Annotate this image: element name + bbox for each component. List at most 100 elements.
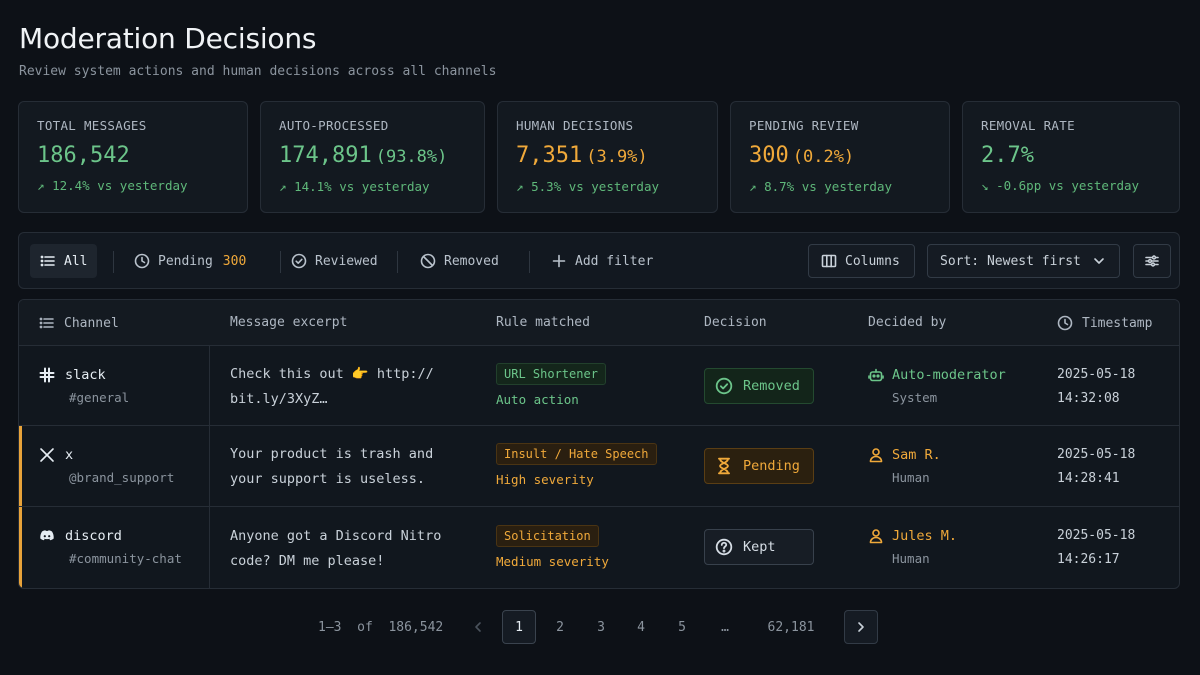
timestamp-cell: 2025-05-18 14:32:08 [1057, 367, 1136, 406]
filter-all[interactable]: All [30, 244, 98, 278]
decisions-table: Channel Message excerpt Rule matched Dec… [18, 299, 1180, 589]
stat-label: TOTAL MESSAGES [37, 118, 147, 133]
stat-card-removal-rate: REMOVAL RATE 2.7% ↘ -0.6pp vs yesterday [962, 101, 1180, 213]
page-title: Moderation Decisions [19, 22, 317, 55]
stat-delta: ↗ 8.7% vs yesterday [749, 179, 892, 194]
decided-by-sub: System [892, 390, 938, 405]
trend-up-icon: ↗ [516, 179, 524, 194]
stat-label: AUTO-PROCESSED [279, 118, 389, 133]
filter-pending[interactable]: Pending 300 [124, 244, 256, 278]
x-icon [40, 448, 54, 462]
clock-icon [1057, 315, 1073, 331]
sort-dropdown[interactable]: Sort: Newest first [927, 244, 1120, 278]
next-page-button[interactable] [844, 610, 878, 644]
stat-delta: ↗ 14.1% vs yesterday [279, 179, 430, 194]
filter-removed[interactable]: Removed [410, 244, 509, 278]
rule-sub: Medium severity [496, 554, 609, 569]
table-row[interactable]: discord #community-chat Anyone got a Dis… [19, 507, 1179, 588]
question-circle-icon [715, 538, 733, 556]
stat-delta: ↗ 12.4% vs yesterday [37, 178, 188, 193]
page-button-5[interactable]: 5 [678, 619, 686, 635]
message-excerpt: Check this out 👉 http:// bit.ly/3XyZ… [230, 366, 434, 407]
chevron-down-icon [1094, 258, 1104, 264]
trend-up-icon: ↗ [279, 179, 287, 194]
stat-value: 300 (0.2%) [749, 143, 855, 168]
page-button-1[interactable]: 1 [502, 610, 536, 644]
user-icon [869, 448, 883, 463]
filter-reviewed-label: Reviewed [315, 253, 378, 269]
clock-icon [134, 253, 150, 269]
decided-by-sub: Human [892, 551, 930, 566]
pagination-summary: 1–3 of 186,542 [318, 619, 444, 635]
column-header-decision[interactable]: Decision [704, 315, 767, 330]
chevron-left-icon [475, 622, 481, 632]
channel-name: x [65, 447, 74, 463]
discord-icon [40, 530, 54, 541]
decision-badge-removed[interactable]: Removed [704, 368, 814, 404]
page-subtitle: Review system actions and human decision… [19, 64, 497, 79]
message-excerpt: Anyone got a Discord Nitro code? DM me p… [230, 528, 442, 569]
channel-sub: #community-chat [69, 551, 182, 566]
stat-label: PENDING REVIEW [749, 118, 859, 133]
decided-by-name: Jules M. [892, 528, 958, 544]
pending-count-badge: 300 [222, 253, 247, 269]
filter-reviewed[interactable]: Reviewed [281, 244, 388, 278]
column-header-rule[interactable]: Rule matched [496, 315, 590, 330]
column-header-message[interactable]: Message excerpt [230, 315, 348, 330]
stats-row: TOTAL MESSAGES 186,542 ↗ 12.4% vs yester… [18, 101, 1180, 213]
robot-icon [868, 368, 884, 382]
stat-value: 7,351 (3.9%) [516, 143, 648, 168]
hourglass-icon [718, 457, 730, 475]
decided-by-name: Sam R. [892, 447, 941, 463]
page-button-3[interactable]: 3 [597, 619, 605, 635]
decision-badge-pending[interactable]: Pending [704, 448, 814, 484]
filter-all-label: All [64, 253, 88, 269]
pagination-ellipsis: … [721, 619, 729, 635]
ban-icon [420, 253, 436, 269]
plus-icon [552, 254, 566, 268]
columns-button[interactable]: Columns [808, 244, 915, 278]
message-excerpt: Your product is trash and your support i… [230, 446, 434, 487]
check-circle-icon [715, 377, 733, 395]
list-icon [39, 317, 54, 329]
table-header: Channel Message excerpt Rule matched Dec… [19, 300, 1179, 346]
page-button-2[interactable]: 2 [556, 619, 564, 635]
filter-pending-label: Pending [158, 253, 213, 269]
rule-tag: Insult / Hate Speech [496, 443, 657, 465]
sort-label: Sort: Newest first [940, 253, 1081, 269]
channel-sub: @brand_support [69, 470, 175, 485]
table-row[interactable]: x @brand_support Your product is trash a… [19, 426, 1179, 507]
rule-tag: Solicitation [496, 525, 599, 547]
prev-page-button[interactable] [461, 610, 495, 644]
decided-by-name: Auto-moderator [892, 367, 1006, 383]
list-icon [40, 255, 55, 267]
stat-label: HUMAN DECISIONS [516, 118, 634, 133]
stat-value: 2.7% [981, 143, 1034, 168]
decided-by-cell: Sam R. Human [868, 447, 941, 485]
rule-cell: Solicitation Medium severity [496, 525, 609, 569]
check-circle-icon [291, 253, 307, 269]
user-icon [869, 529, 883, 544]
stat-card-auto-processed: AUTO-PROCESSED 174,891 (93.8%) ↗ 14.1% vs… [260, 101, 485, 213]
page-button-last[interactable]: 62,181 [767, 619, 815, 635]
filter-bar: All Pending 300 Reviewed Removed Add fil… [18, 232, 1180, 289]
column-header-decided-by[interactable]: Decided by [868, 315, 947, 330]
slack-icon [39, 367, 55, 383]
stat-card-total-messages: TOTAL MESSAGES 186,542 ↗ 12.4% vs yester… [18, 101, 248, 213]
page-button-4[interactable]: 4 [637, 619, 645, 635]
decision-badge-kept[interactable]: Kept [704, 529, 814, 565]
rule-sub: Auto action [496, 392, 579, 407]
trend-down-icon: ↘ [981, 178, 989, 193]
table-row[interactable]: slack #general Check this out 👉 http:// … [19, 346, 1179, 426]
settings-button[interactable] [1133, 244, 1171, 278]
columns-label: Columns [845, 253, 900, 269]
stat-label: REMOVAL RATE [981, 118, 1075, 133]
channel-cell: discord #community-chat [39, 528, 182, 566]
column-header-timestamp[interactable]: Timestamp [1057, 315, 1152, 331]
channel-name: discord [65, 528, 122, 544]
add-filter-button[interactable]: Add filter [541, 244, 663, 278]
column-header-channel[interactable]: Channel [39, 315, 119, 331]
columns-icon [821, 254, 837, 268]
sliders-icon [1145, 255, 1159, 267]
decided-by-cell: Jules M. Human [868, 528, 957, 566]
